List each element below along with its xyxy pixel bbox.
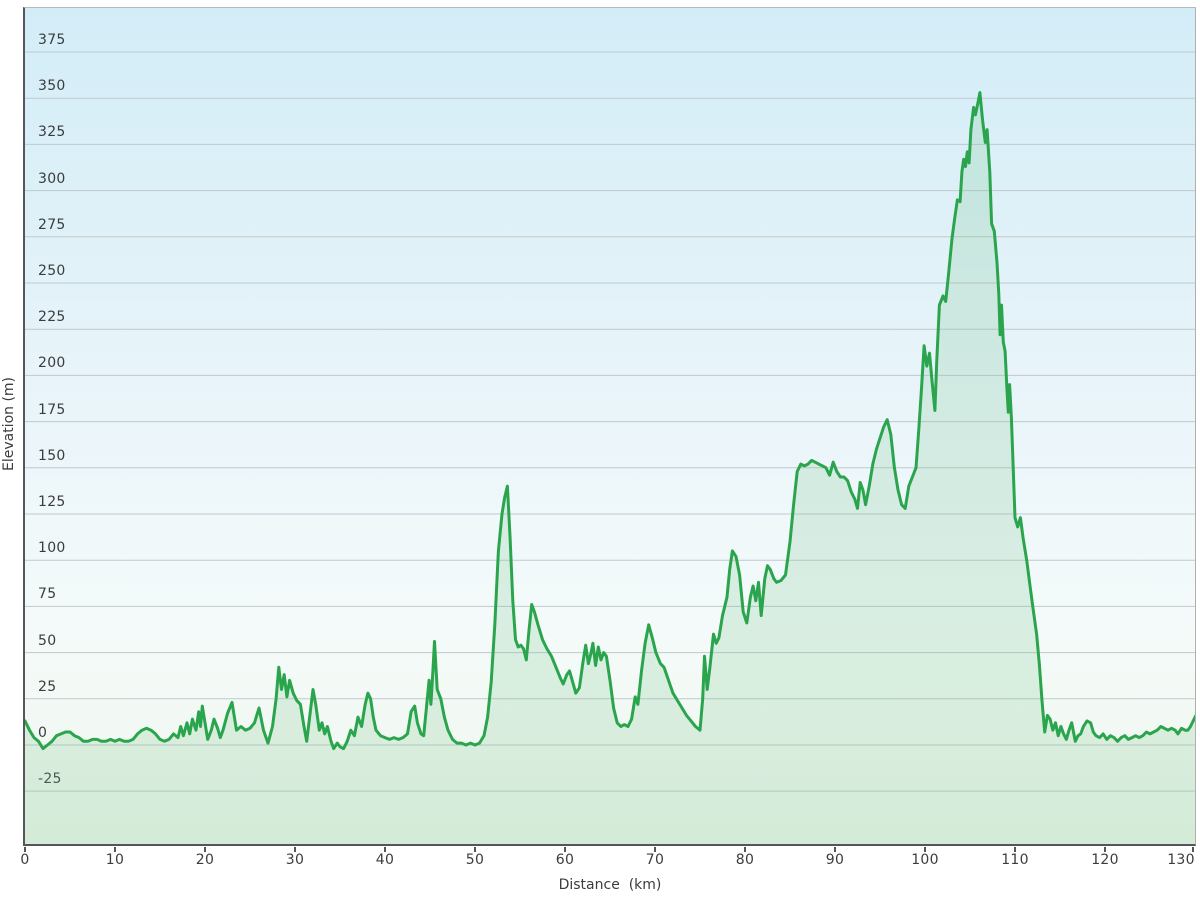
y-tick-label: 225 [38,309,66,325]
y-tick-label: 300 [38,171,66,187]
y-tick-label: -25 [38,771,62,787]
x-tick-label: 50 [465,852,485,868]
y-tick-label: 125 [38,494,66,510]
x-tick-label: 80 [735,852,755,868]
x-tick-mark [474,847,476,852]
x-tick-label: 90 [825,852,845,868]
plot-area: -25 0 25 50 75 100 125 150 175 200 225 250 275 300 325… [23,7,1196,846]
y-tick-label: 200 [38,355,66,371]
y-axis-title: Elevation (m) [1,376,17,472]
x-tick-mark [744,847,746,852]
x-tick-label: 130 [1167,852,1195,868]
x-tick-label: 110 [1001,852,1029,868]
x-tick-mark [924,847,926,852]
elevation-line [25,91,1195,751]
x-tick-mark [24,847,26,852]
x-tick-label: 20 [195,852,215,868]
gridlines [25,51,1195,792]
y-tick-label: 75 [38,586,57,602]
x-tick-mark [564,847,566,852]
plot-inner-area: -25 0 25 50 75 100 125 150 175 200 225 250 275 300 325… [25,8,1195,844]
plot-background-gradient [25,8,1195,844]
x-tick-label: 100 [911,852,939,868]
y-tick-label: 350 [38,78,66,94]
y-tick-label: 0 [38,725,48,741]
y-tick-label: 375 [38,32,66,48]
x-tick-label: 40 [375,852,395,868]
y-tick-label: 150 [38,448,66,464]
x-tick-label: 0 [20,852,30,868]
y-tick-label: 250 [38,263,66,279]
y-tick-label: 325 [38,124,66,140]
x-tick-mark [204,847,206,852]
x-tick-mark [1014,847,1016,852]
x-tick-label: 60 [555,852,575,868]
elevation-area-fill [25,92,1195,844]
x-tick-mark [834,847,836,852]
x-tick-mark [654,847,656,852]
x-tick-mark [1104,847,1106,852]
chart-canvas [25,51,1195,844]
x-tick-label: 120 [1091,852,1119,868]
x-tick-label: 10 [105,852,125,868]
x-tick-mark [294,847,296,852]
y-tick-label: 50 [38,633,57,649]
y-tick-label: 175 [38,402,66,418]
x-tick-mark [384,847,386,852]
y-tick-label: 100 [38,540,66,556]
x-tick-mark [114,847,116,852]
x-tick-mark [1192,847,1194,852]
x-tick-label: 30 [285,852,305,868]
x-axis-title: Distance (km) [558,877,662,893]
y-tick-label: 275 [38,217,66,233]
x-tick-label: 70 [645,852,665,868]
y-axis-tick-labels: -25 0 25 50 75 100 125 150 175 200 225 250 275 300 325… [25,8,1195,844]
y-tick-label: 25 [38,679,57,695]
